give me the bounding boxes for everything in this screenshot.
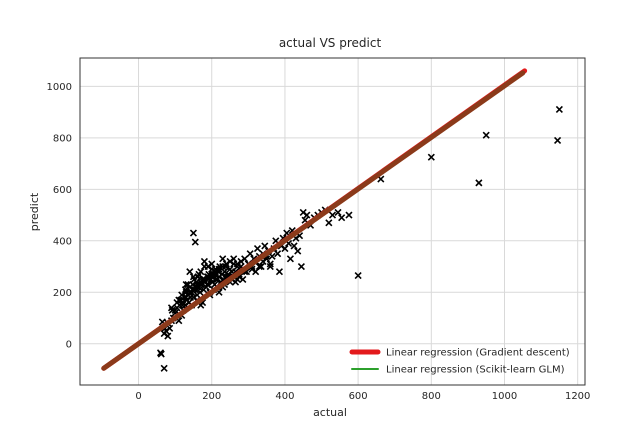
data-point xyxy=(230,255,238,263)
plot-frame xyxy=(79,57,586,386)
gridlines xyxy=(80,58,585,385)
data-point xyxy=(253,244,262,253)
data-point xyxy=(241,255,249,263)
regression-lines xyxy=(101,68,528,371)
data-point xyxy=(157,350,165,358)
data-point xyxy=(266,262,274,271)
data-point xyxy=(195,270,203,278)
y-axis-label: predict xyxy=(28,192,41,231)
data-point xyxy=(178,291,186,299)
legend-label: Linear regression (Scikit-learn GLM) xyxy=(386,365,565,376)
data-point xyxy=(303,211,311,219)
data-point xyxy=(345,211,353,219)
data-point xyxy=(255,262,263,271)
x-tick-label: 0 xyxy=(135,391,141,402)
data-point xyxy=(555,105,563,114)
data-point xyxy=(191,238,199,246)
data-point xyxy=(482,131,490,139)
data-point xyxy=(189,273,198,281)
legend-scikit-glm: Linear regression (Scikit-learn GLM) xyxy=(351,365,565,376)
data-point xyxy=(354,272,362,280)
data-point xyxy=(261,242,269,250)
data-point xyxy=(219,255,227,263)
data-point xyxy=(200,257,208,265)
data-point xyxy=(182,281,190,289)
y-tick-label: 0 xyxy=(66,339,72,350)
legend-label: Linear regression (Gradient descent) xyxy=(386,348,570,359)
legend-gradient-descent: Linear regression (Gradient descent) xyxy=(349,348,570,359)
legend: Linear regression (Gradient descent) Line… xyxy=(349,348,570,376)
data-point xyxy=(275,268,284,276)
data-point xyxy=(175,296,183,304)
scatter-points xyxy=(156,105,563,372)
data-point xyxy=(252,268,260,276)
data-point xyxy=(215,268,223,276)
data-point xyxy=(167,304,176,312)
data-point xyxy=(328,211,337,219)
y-tick-label: 1000 xyxy=(47,82,72,93)
y-tick-label: 800 xyxy=(53,133,72,144)
data-point xyxy=(233,260,241,268)
data-point xyxy=(274,250,282,258)
x-tick-label: 400 xyxy=(275,391,294,402)
y-tick-label: 400 xyxy=(53,236,72,247)
scikit-glm-line xyxy=(101,70,526,371)
x-tick-label: 1200 xyxy=(565,391,590,402)
data-point xyxy=(281,244,289,253)
data-point xyxy=(160,364,168,372)
data-point xyxy=(239,275,247,283)
data-point xyxy=(266,260,274,268)
data-point xyxy=(553,136,562,144)
data-point xyxy=(178,301,187,309)
data-point xyxy=(189,229,198,237)
data-point xyxy=(325,219,333,227)
y-tick-label: 200 xyxy=(53,288,72,299)
x-tick-label: 600 xyxy=(349,391,368,402)
data-point xyxy=(334,208,342,217)
data-point xyxy=(268,252,276,260)
y-tick-label: 600 xyxy=(53,185,72,196)
data-point xyxy=(290,242,298,250)
data-point xyxy=(184,281,192,289)
data-point xyxy=(246,250,254,258)
chart-title: actual VS predict xyxy=(279,36,382,50)
data-point xyxy=(257,262,265,271)
data-point xyxy=(286,255,294,263)
tick-labels: 0 200 400 600 800 1000 1200 0 200 400 600 800 1000 xyxy=(47,82,591,402)
data-point xyxy=(186,268,194,276)
data-point xyxy=(427,153,435,161)
data-point xyxy=(182,293,190,302)
data-point xyxy=(297,262,305,271)
x-tick-label: 200 xyxy=(202,391,221,402)
x-tick-label: 1000 xyxy=(492,391,517,402)
data-point xyxy=(475,179,483,187)
data-point xyxy=(294,247,302,255)
x-tick-label: 800 xyxy=(422,391,441,402)
data-point xyxy=(164,332,172,340)
data-point xyxy=(338,214,346,222)
x-axis-label: actual xyxy=(313,406,347,419)
